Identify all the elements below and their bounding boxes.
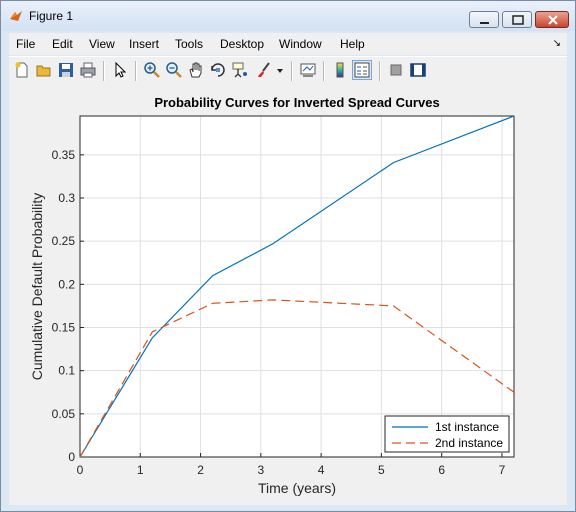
minimize-button[interactable]	[469, 11, 499, 28]
menu-help[interactable]: Help	[340, 37, 365, 51]
new-figure-icon[interactable]	[13, 61, 31, 79]
show-plot-tools-icon[interactable]	[409, 61, 427, 79]
legend-entry-1: 1st instance	[435, 420, 499, 434]
dock-arrow-icon[interactable]: ↘	[552, 38, 561, 49]
toolbar-separator	[103, 61, 105, 81]
legend-button[interactable]	[352, 60, 372, 80]
brush-icon[interactable]	[255, 61, 273, 79]
series-line-1	[79, 115, 515, 458]
close-icon	[548, 15, 558, 25]
x-tick-label: 5	[378, 463, 385, 477]
link-plot-icon[interactable]	[299, 61, 317, 79]
y-tick-label: 0.25	[52, 234, 76, 248]
x-axis-label: Time (years)	[258, 480, 336, 496]
series-line-2	[79, 299, 515, 458]
plot-area[interactable]: 0 1 2 3 4 5 6 7 0 0.05 0.1 0.15 0.2 0.25 0.3 0.35 Probab…	[9, 85, 567, 505]
axes-box	[79, 115, 515, 458]
zoom-out-icon[interactable]	[165, 61, 183, 79]
legend-icon	[354, 62, 370, 78]
menu-insert[interactable]: Insert	[129, 37, 160, 51]
menu-bar: File Edit View Insert Tools Desktop Wind…	[9, 33, 567, 55]
maximize-button[interactable]	[502, 11, 532, 28]
x-tick-label: 1	[137, 463, 144, 477]
maximize-icon	[512, 15, 524, 25]
x-tick-label: 2	[197, 463, 204, 477]
x-tick-label: 6	[438, 463, 445, 477]
y-tick-label: 0.35	[52, 148, 76, 162]
axes-background	[80, 116, 514, 457]
print-icon[interactable]	[79, 61, 97, 79]
y-tick-label: 0.2	[58, 277, 75, 291]
legend-entry-2: 2nd instance	[435, 436, 503, 450]
y-tick-label: 0	[68, 450, 75, 464]
x-tick-label: 7	[499, 463, 506, 477]
menu-view[interactable]: View	[89, 37, 115, 51]
x-tick-label: 4	[318, 463, 325, 477]
toolbar-separator	[323, 61, 325, 81]
data-cursor-icon[interactable]	[231, 61, 249, 79]
menu-window[interactable]: Window	[279, 37, 322, 51]
pan-icon[interactable]	[187, 61, 205, 79]
legend-box	[384, 415, 510, 453]
y-axis-label: Cumulative Default Probability	[29, 193, 45, 381]
x-tick-label: 0	[77, 463, 84, 477]
toolbar-separator	[135, 61, 137, 81]
colorbar-icon[interactable]	[331, 61, 349, 79]
save-icon[interactable]	[57, 61, 75, 79]
brush-dropdown-icon[interactable]	[275, 61, 285, 79]
y-tick-label: 0.05	[52, 407, 76, 421]
menu-file[interactable]: File	[16, 37, 36, 51]
chart-title: Probability Curves for Inverted Spread C…	[154, 95, 439, 110]
title-bar[interactable]: Figure 1	[1, 1, 575, 31]
zoom-in-icon[interactable]	[143, 61, 161, 79]
y-tick-label: 0.3	[58, 191, 75, 205]
toolbar-separator	[291, 61, 293, 81]
rotate-3d-icon[interactable]	[209, 61, 227, 79]
window-title: Figure 1	[29, 9, 74, 23]
open-file-icon[interactable]	[35, 61, 53, 79]
menu-desktop[interactable]: Desktop	[220, 37, 265, 51]
x-tick-label: 3	[257, 463, 264, 477]
menu-tools[interactable]: Tools	[175, 37, 204, 51]
figure-canvas: 0 1 2 3 4 5 6 7 0 0.05 0.1 0.15 0.2 0.25 0.3 0.35 Probab…	[9, 85, 567, 505]
menu-edit[interactable]: Edit	[52, 37, 73, 51]
y-tick-label: 0.1	[58, 364, 75, 378]
y-tick-label: 0.15	[52, 321, 76, 335]
hide-plot-tools-icon[interactable]	[387, 61, 405, 79]
close-button[interactable]	[535, 11, 569, 28]
pointer-icon[interactable]	[111, 61, 129, 79]
toolbar-separator	[379, 61, 381, 81]
matlab-icon	[10, 11, 22, 21]
figure-toolbar	[9, 56, 567, 86]
minimize-icon	[480, 22, 489, 24]
